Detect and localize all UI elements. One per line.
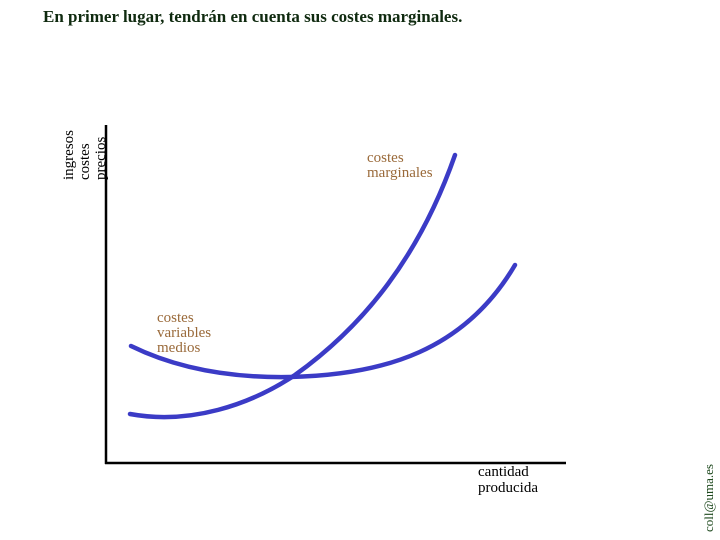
curve-label-line: medios <box>157 340 200 356</box>
curve-label-line: costes <box>157 310 194 326</box>
marginal-cost-curve <box>127 152 458 420</box>
y-label-line: ingresos <box>61 130 77 180</box>
x-label-line: cantidad <box>478 464 529 480</box>
curve-label-line: variables <box>157 325 211 341</box>
x-label-line: producida <box>478 480 538 496</box>
x-axis-label: cantidad producida <box>478 464 538 496</box>
curve-label-line: marginales <box>367 165 433 181</box>
y-axis-label: ingresos costes precios <box>61 130 109 180</box>
title: En primer lugar, tendrán en cuenta sus c… <box>43 7 462 26</box>
curve-label-line: costes <box>367 150 404 166</box>
credit: coll@uma.es <box>701 464 716 532</box>
marginal-cost-label: costes marginales <box>367 150 433 181</box>
average-variable-cost-label: costes variables medios <box>157 310 211 356</box>
y-label-line: costes <box>77 143 93 180</box>
average-variable-cost-curve <box>128 262 518 380</box>
